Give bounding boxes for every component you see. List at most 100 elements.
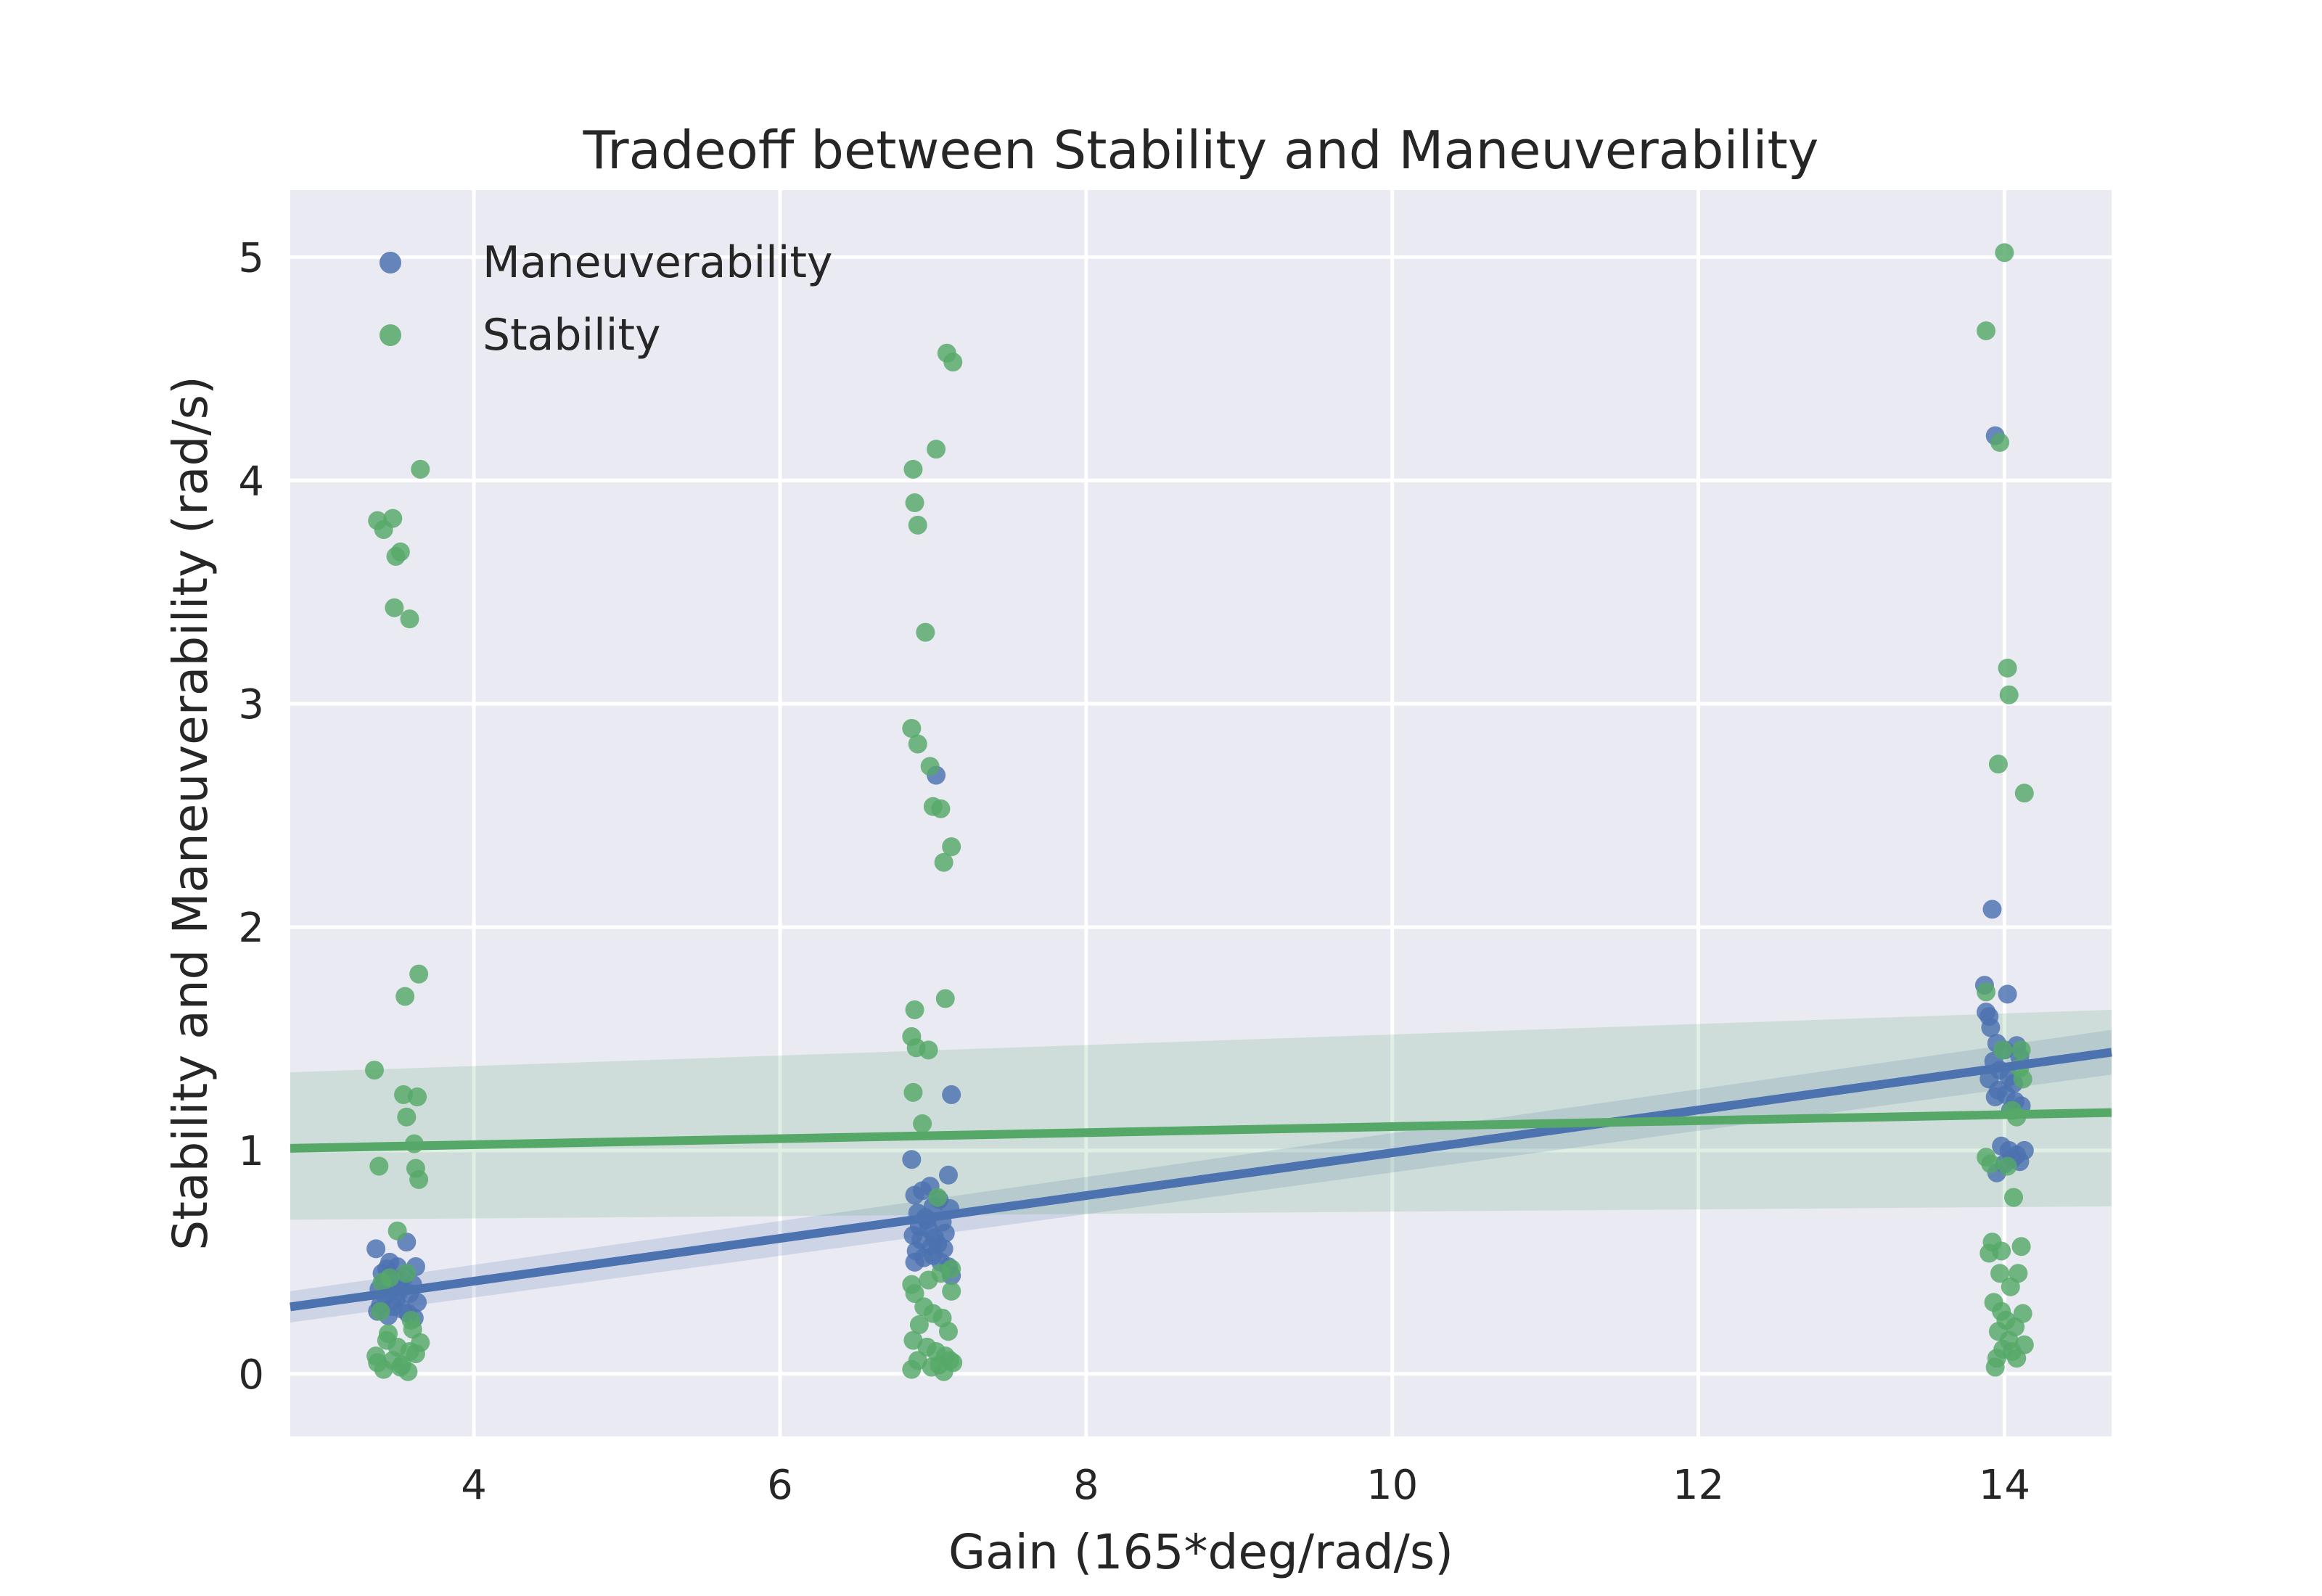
x-axis-label: Gain (165*deg/rad/s) [948, 1524, 1453, 1580]
stability-point [369, 1156, 389, 1176]
stability-point [400, 609, 419, 629]
stability-point [1981, 1154, 2001, 1174]
stability-point [903, 459, 923, 479]
maneuverability-point [366, 1239, 386, 1259]
stability-point [1998, 658, 2017, 678]
x-tick-label: 8 [1073, 1462, 1099, 1509]
stability-point [1988, 754, 2008, 774]
stability-point [908, 515, 927, 535]
stability-point [942, 837, 961, 857]
stability-point [365, 1061, 385, 1080]
grid [290, 190, 2112, 1436]
stability-point [905, 1283, 924, 1303]
stability-point [909, 1315, 929, 1335]
stability-point [1985, 1357, 2005, 1377]
stability-point [2011, 1040, 2031, 1060]
stability-point [371, 1301, 390, 1321]
stability-point [387, 1221, 407, 1241]
stability-point [913, 1114, 932, 1133]
maneuverability-point [938, 1165, 958, 1185]
stability-point [1990, 1264, 2010, 1283]
stability-point [942, 1281, 961, 1301]
stability-point [395, 987, 415, 1006]
maneuverability-point [923, 1246, 943, 1265]
y-tick-label: 5 [238, 234, 264, 281]
maneuverability-point [1982, 900, 2002, 919]
stability-point [378, 1324, 398, 1344]
stability-point [920, 757, 940, 776]
x-tick-label: 6 [767, 1462, 793, 1509]
stability-point [931, 799, 951, 818]
stability-point [905, 1000, 924, 1019]
maneuverability-point [1977, 1003, 1996, 1022]
stability-point [903, 1082, 923, 1102]
x-tick-label: 10 [1366, 1462, 1418, 1509]
stability-point [905, 493, 924, 513]
y-tick-label: 4 [238, 458, 264, 505]
stability-point [368, 1353, 387, 1373]
stability-point [401, 1310, 421, 1330]
stability-point [1977, 982, 1996, 1002]
x-tick-label: 4 [461, 1462, 487, 1509]
stability-point [1995, 243, 2014, 263]
stability-point [2001, 1277, 2020, 1296]
maneuverability-point [942, 1085, 961, 1104]
stability-point [409, 1169, 429, 1189]
y-axis-label: Stability and Maneuverability (rad/s) [163, 376, 218, 1251]
stability-point [902, 1360, 922, 1379]
stability-point [919, 1270, 938, 1290]
stability-point [1999, 685, 2019, 704]
y-tick-label: 0 [238, 1352, 264, 1399]
plot-area [290, 190, 2112, 1436]
stability-point [1977, 321, 1996, 340]
stability-point [2013, 1069, 2032, 1089]
legend-marker-stability [380, 324, 401, 346]
stability-point [922, 1357, 941, 1377]
stability-point [397, 1264, 417, 1283]
x-tick-label: 14 [1979, 1462, 2030, 1509]
stability-point [2007, 1349, 2027, 1368]
stability-point [938, 1322, 958, 1341]
stability-regression-line [290, 1108, 2112, 1153]
stability-point [916, 622, 935, 642]
stability-point [2014, 783, 2034, 803]
stability-point [1990, 432, 2010, 452]
legend: Maneuverability Stability [380, 237, 833, 361]
stability-point [409, 964, 429, 984]
maneuverability-regression-line [290, 1048, 2112, 1312]
x-tick-label: 12 [1673, 1462, 1724, 1509]
legend-label-stability: Stability [483, 310, 661, 361]
stability-point [919, 1040, 938, 1060]
stability-point [935, 989, 955, 1008]
stability-point [1993, 1040, 2013, 1060]
stability-point [408, 1087, 427, 1107]
stability-point [927, 440, 946, 459]
maneuverability-point [902, 1150, 922, 1169]
stability-point [902, 719, 922, 739]
stability-point [928, 1188, 948, 1207]
maneuverability-point [1998, 984, 2017, 1004]
x-tick-labels: 4 6 8 10 12 14 [461, 1462, 2030, 1509]
stability-point [943, 1353, 963, 1373]
stability-point [397, 1107, 417, 1127]
maneuverability-point [1981, 1018, 2001, 1037]
y-tick-label: 1 [238, 1128, 264, 1175]
chart-title: Tradeoff between Stability and Maneuvera… [583, 120, 1819, 181]
y-tick-label: 3 [238, 681, 264, 728]
stability-point [934, 852, 953, 872]
stability-point [1992, 1241, 2011, 1261]
stability-point [411, 1333, 430, 1352]
y-tick-labels: 0 1 2 3 4 5 [238, 234, 264, 1398]
stability-point [380, 1268, 400, 1288]
stability-point [943, 353, 963, 372]
stability-point [390, 1357, 410, 1377]
regression-lines [290, 1048, 2112, 1312]
maneuverability-point [1985, 1087, 2005, 1107]
y-tick-label: 2 [238, 905, 264, 952]
stability-point [385, 598, 404, 617]
stability-point [2011, 1237, 2031, 1256]
stability-point [1998, 1156, 2017, 1176]
stability-point [411, 459, 430, 479]
stability-point [390, 542, 410, 562]
